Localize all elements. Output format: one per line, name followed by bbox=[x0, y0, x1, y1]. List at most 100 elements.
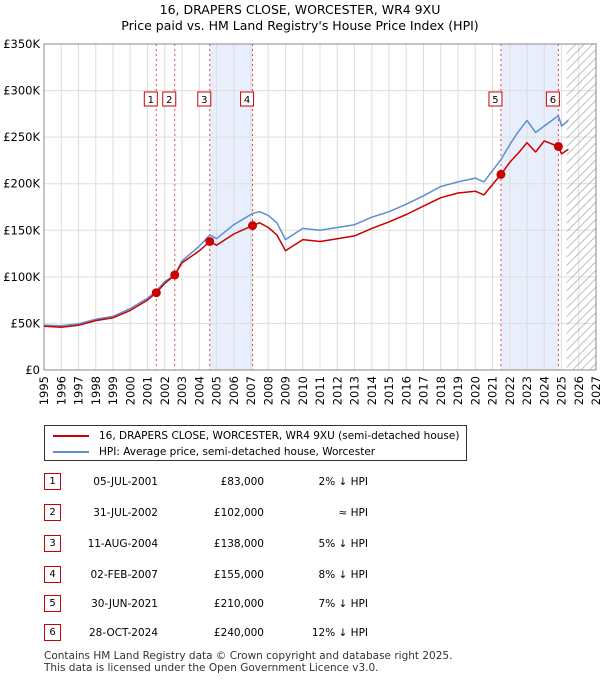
x-tick-label: 2000 bbox=[123, 376, 137, 405]
y-tick-label: £200K bbox=[3, 177, 40, 191]
transaction-hpi-diff: 8% ↓ HPI bbox=[318, 569, 368, 581]
x-tick-label: 2009 bbox=[279, 376, 293, 405]
y-tick-label: £350K bbox=[3, 37, 40, 51]
table-row: 2 31-JUL-2002 £102,000 ≈ HPI bbox=[0, 503, 600, 523]
transaction-hpi-diff: 12% ↓ HPI bbox=[311, 627, 368, 639]
transaction-date: 31-JUL-2002 bbox=[93, 507, 158, 519]
x-tick-label: 2023 bbox=[520, 376, 534, 405]
sale-label-box bbox=[488, 91, 503, 107]
x-tick-label: 2021 bbox=[486, 376, 500, 405]
transaction-date: 28-OCT-2024 bbox=[89, 627, 158, 639]
footer-copyright: Contains HM Land Registry data © Crown c… bbox=[44, 650, 453, 662]
y-tick-label: £300K bbox=[3, 84, 40, 98]
sale-label-box bbox=[162, 91, 177, 107]
transaction-number-badge: 6 bbox=[44, 624, 61, 641]
sale-point bbox=[151, 288, 161, 298]
transaction-number-badge: 3 bbox=[44, 535, 61, 552]
x-tick-label: 2005 bbox=[210, 376, 224, 405]
x-tick-label: 1999 bbox=[106, 376, 120, 405]
title-line-1: 16, DRAPERS CLOSE, WORCESTER, WR4 9XU bbox=[159, 2, 441, 17]
legend-label-property: 16, DRAPERS CLOSE, WORCESTER, WR4 9XU (s… bbox=[99, 430, 460, 442]
y-tick-label: £0 bbox=[25, 363, 40, 377]
x-tick-label: 1998 bbox=[89, 376, 103, 405]
sale-label-number: 2 bbox=[166, 95, 172, 106]
x-tick-label: 2017 bbox=[417, 376, 431, 405]
sale-point bbox=[496, 169, 506, 179]
sale-point bbox=[553, 141, 563, 151]
transaction-hpi-diff: 5% ↓ HPI bbox=[318, 538, 368, 550]
x-tick-label: 2018 bbox=[434, 376, 448, 405]
y-tick-label: £150K bbox=[3, 223, 40, 237]
transaction-number-badge: 5 bbox=[44, 595, 61, 612]
transaction-date: 05-JUL-2001 bbox=[93, 476, 158, 488]
transaction-date: 30-JUN-2021 bbox=[91, 598, 158, 610]
y-tick-label: £50K bbox=[11, 316, 41, 330]
x-tick-label: 2027 bbox=[589, 376, 600, 405]
transaction-price: £240,000 bbox=[213, 627, 264, 639]
legend: 16, DRAPERS CLOSE, WORCESTER, WR4 9XU (s… bbox=[44, 425, 467, 461]
table-row: 3 11-AUG-2004 £138,000 5% ↓ HPI bbox=[0, 534, 600, 554]
transaction-price: £83,000 bbox=[220, 476, 264, 488]
x-tick-label: 1997 bbox=[72, 376, 86, 405]
sale-label-box bbox=[197, 91, 212, 107]
legend-item-property: 16, DRAPERS CLOSE, WORCESTER, WR4 9XU (s… bbox=[53, 428, 459, 444]
sale-point bbox=[205, 236, 215, 246]
transaction-price: £102,000 bbox=[213, 507, 264, 519]
table-row: 6 28-OCT-2024 £240,000 12% ↓ HPI bbox=[0, 623, 600, 643]
x-tick-label: 2007 bbox=[244, 376, 258, 405]
footer: Contains HM Land Registry data © Crown c… bbox=[44, 650, 452, 674]
sale-label-number: 1 bbox=[148, 95, 154, 106]
table-row: 5 30-JUN-2021 £210,000 7% ↓ HPI bbox=[0, 594, 600, 614]
x-tick-label: 2006 bbox=[227, 376, 241, 405]
sale-label-box bbox=[143, 91, 158, 107]
legend-swatch-property bbox=[53, 435, 89, 437]
x-tick-label: 1996 bbox=[54, 376, 68, 405]
x-tick-label: 2016 bbox=[399, 376, 413, 405]
plot-frame bbox=[43, 43, 597, 371]
sale-point bbox=[248, 221, 258, 231]
table-row: 1 05-JUL-2001 £83,000 2% ↓ HPI bbox=[0, 472, 600, 492]
transaction-price: £138,000 bbox=[213, 538, 264, 550]
sale-label-number: 5 bbox=[492, 95, 498, 106]
x-tick-label: 2001 bbox=[141, 376, 155, 405]
x-tick-label: 2022 bbox=[503, 376, 517, 405]
x-tick-label: 2025 bbox=[555, 376, 569, 405]
x-tick-label: 2003 bbox=[175, 376, 189, 405]
price-chart: £0 £50K £100K £150K £200K £250K £300K £350K 1995… bbox=[3, 37, 600, 405]
sale-point bbox=[170, 270, 180, 280]
legend-item-hpi: HPI: Average price, semi-detached house,… bbox=[53, 444, 375, 460]
transaction-hpi-diff: ≈ HPI bbox=[338, 507, 368, 519]
sale-label-number: 3 bbox=[201, 95, 207, 106]
sale-label-box bbox=[240, 91, 255, 107]
legend-label-hpi: HPI: Average price, semi-detached house,… bbox=[99, 446, 376, 458]
transaction-number-badge: 1 bbox=[44, 473, 61, 490]
x-tick-label: 2019 bbox=[451, 376, 465, 405]
x-tick-label: 2020 bbox=[468, 376, 482, 405]
x-tick-label: 2002 bbox=[158, 376, 172, 405]
sale-label-number: 6 bbox=[550, 95, 556, 106]
title-line-2: Price paid vs. HM Land Registry's House … bbox=[121, 18, 479, 33]
future-hatch-region bbox=[566, 44, 596, 370]
x-tick-label: 2026 bbox=[572, 376, 586, 405]
x-tick-label: 2008 bbox=[261, 376, 275, 405]
x-tick-label: 2012 bbox=[330, 376, 344, 405]
footer-licence: This data is licensed under the Open Gov… bbox=[44, 662, 379, 674]
legend-swatch-hpi bbox=[53, 451, 89, 453]
sale-label-number: 4 bbox=[244, 95, 250, 106]
transaction-hpi-diff: 7% ↓ HPI bbox=[318, 598, 368, 610]
x-tick-label: 2004 bbox=[192, 376, 206, 405]
x-tick-label: 2011 bbox=[313, 376, 327, 405]
transaction-price: £210,000 bbox=[213, 598, 264, 610]
transaction-price: £155,000 bbox=[213, 569, 264, 581]
chart-title: 16, DRAPERS CLOSE, WORCESTER, WR4 9XU Pr… bbox=[0, 2, 600, 34]
table-row: 4 02-FEB-2007 £155,000 8% ↓ HPI bbox=[0, 565, 600, 585]
transaction-hpi-diff: 2% ↓ HPI bbox=[318, 476, 368, 488]
y-tick-label: £250K bbox=[3, 130, 40, 144]
sale-label-box bbox=[545, 91, 560, 107]
y-tick-label: £100K bbox=[3, 270, 40, 284]
x-tick-label: 1995 bbox=[37, 376, 51, 405]
x-tick-label: 2015 bbox=[382, 376, 396, 405]
transaction-date: 11-AUG-2004 bbox=[87, 538, 158, 550]
transaction-number-badge: 2 bbox=[44, 504, 61, 521]
transaction-date: 02-FEB-2007 bbox=[90, 569, 158, 581]
